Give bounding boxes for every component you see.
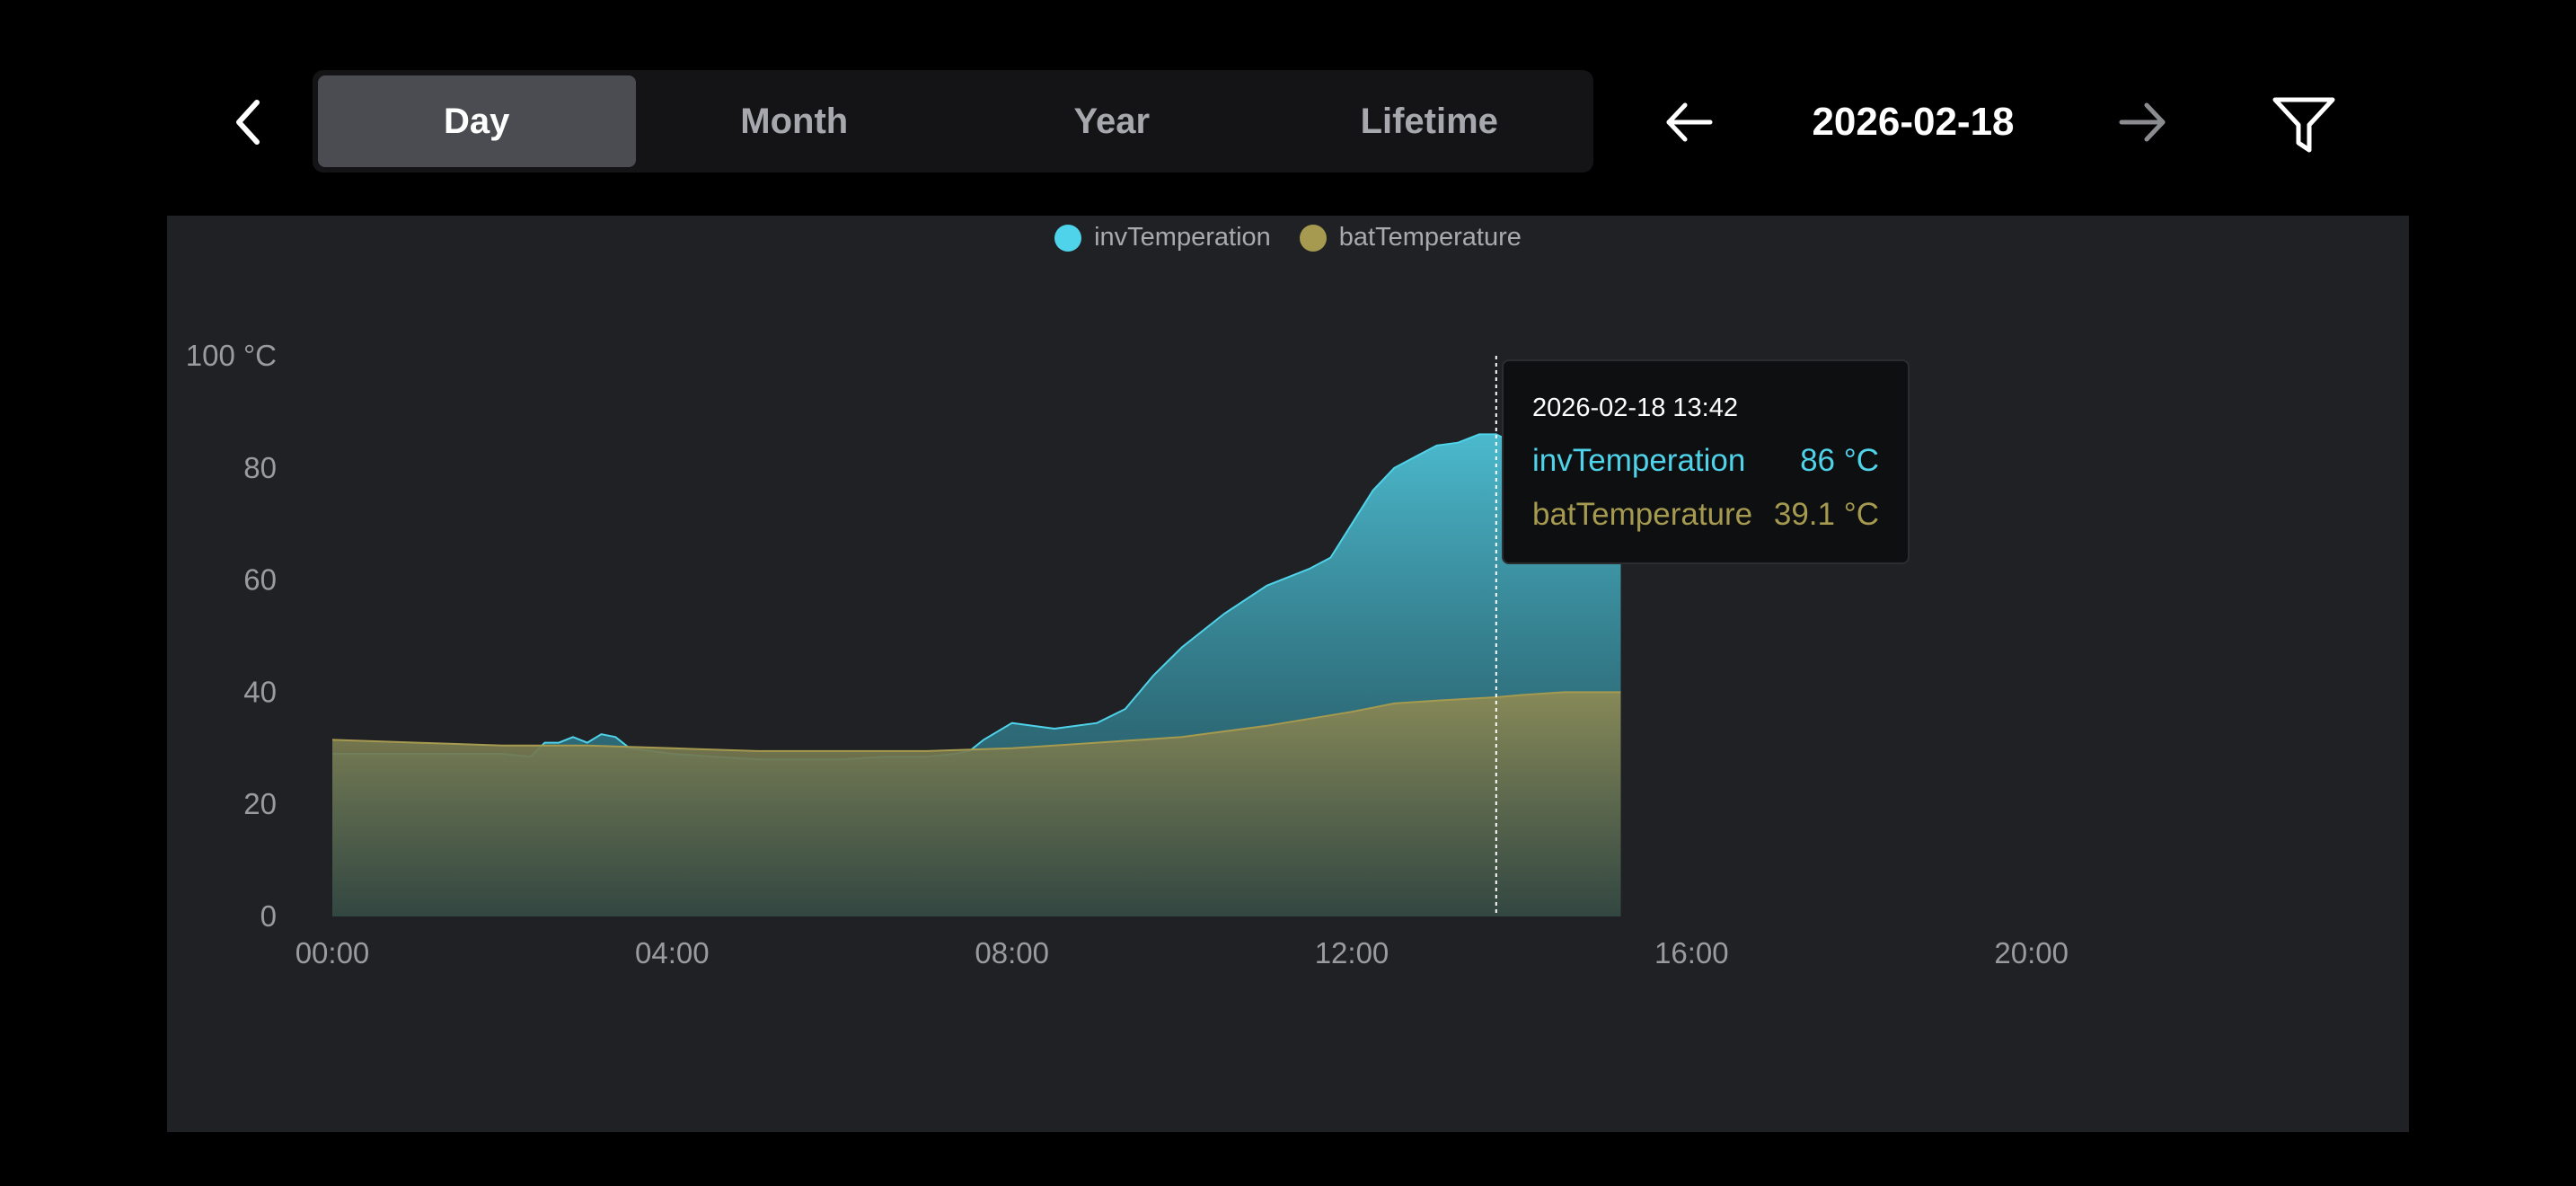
filter-button[interactable] — [2263, 84, 2344, 165]
y-tick-label: 40 — [243, 675, 277, 708]
arrow-right-icon — [2119, 102, 2166, 142]
legend-label-inv: invTemperation — [1094, 223, 1271, 252]
filter-icon — [2272, 97, 2335, 153]
x-tick-label: 16:00 — [1654, 936, 1729, 969]
back-button[interactable] — [216, 90, 280, 155]
legend-item-inv[interactable]: invTemperation — [1054, 223, 1271, 252]
legend-dot-inv — [1054, 224, 1082, 252]
x-tick-label: 12:00 — [1315, 936, 1389, 969]
tab-month[interactable]: Month — [740, 101, 849, 141]
x-tick-label: 00:00 — [296, 936, 370, 969]
y-tick-label: 60 — [243, 563, 277, 597]
tab-day[interactable]: Day — [318, 75, 636, 167]
y-tick-label: 20 — [243, 787, 277, 820]
tooltip-row-inv: invTemperation 86 °C — [1532, 443, 1879, 479]
tooltip-bat-value: 39.1 °C — [1773, 497, 1879, 532]
chevron-left-icon — [236, 100, 260, 145]
tab-lifetime[interactable]: Lifetime — [1360, 101, 1498, 141]
chart-legend: invTemperation batTemperature — [0, 223, 2576, 252]
y-tick-label: 0 — [260, 899, 277, 933]
x-tick-label: 04:00 — [635, 936, 710, 969]
series-area-bat — [332, 692, 1621, 916]
x-tick-label: 20:00 — [1994, 936, 2069, 969]
legend-item-bat[interactable]: batTemperature — [1299, 223, 1522, 252]
tooltip-inv-name: invTemperation — [1532, 443, 1746, 478]
tab-year[interactable]: Year — [1073, 101, 1151, 141]
previous-day-button[interactable] — [1653, 90, 1725, 155]
chart-tooltip: 2026-02-18 13:42 invTemperation 86 °C ba… — [1502, 359, 1910, 564]
series-line-bat — [331, 691, 1621, 752]
legend-label-bat: batTemperature — [1338, 223, 1522, 252]
x-tick-label: 08:00 — [975, 936, 1049, 969]
arrow-left-icon — [1666, 102, 1713, 142]
period-selector: Day Month Year Lifetime — [313, 70, 1593, 173]
legend-dot-bat — [1299, 224, 1327, 252]
tooltip-date: 2026-02-18 13:42 — [1532, 394, 1738, 422]
tooltip-inv-value: 86 °C — [1800, 443, 1879, 478]
series-line-inv — [332, 433, 1621, 761]
tooltip-row-bat: batTemperature 39.1 °C — [1532, 497, 1879, 533]
tooltip-bat-name: batTemperature — [1532, 497, 1753, 532]
y-tick-label: 80 — [243, 451, 277, 484]
y-tick-label: 100 °C — [186, 339, 277, 372]
current-date[interactable]: 2026-02-18 — [1812, 100, 2015, 144]
next-day-button[interactable] — [2107, 90, 2179, 155]
